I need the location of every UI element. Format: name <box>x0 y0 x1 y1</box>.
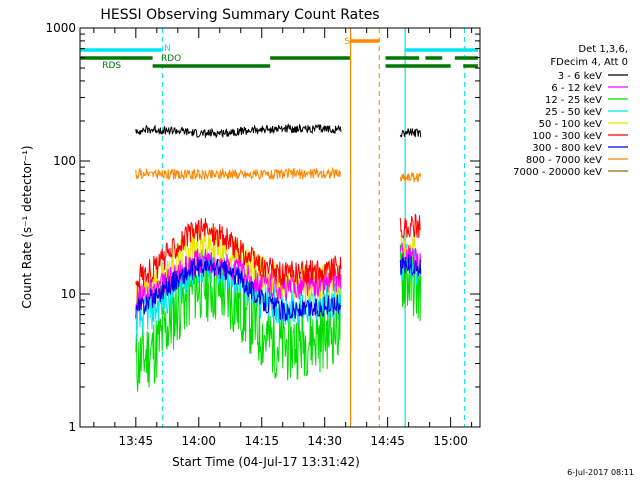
plot-border <box>79 27 481 428</box>
legend-label: 300 - 800 keV <box>532 143 602 154</box>
series-line-3-6-kev <box>135 122 342 139</box>
legend-label: 7000 - 20000 keV <box>513 167 602 178</box>
y-axis-label: Count Rate (s⁻¹ detector⁻¹) <box>20 145 34 308</box>
x-tick-label: 14:15 <box>244 434 279 448</box>
legend-header: FDecim 4, Att 0 <box>550 57 628 68</box>
flag-label-s: S <box>344 37 350 47</box>
legend-label: 6 - 12 keV <box>551 83 602 94</box>
date-stamp: 6-Jul-2017 08:11 <box>567 468 634 477</box>
flag-label-n: N <box>164 44 171 54</box>
flag-label-rdo: RDO <box>161 54 181 64</box>
legend-label: 50 - 100 keV <box>539 119 603 130</box>
x-tick-label: 13:45 <box>119 434 154 448</box>
y-tick-label: 100 <box>53 154 76 168</box>
legend-label: 3 - 6 keV <box>558 71 602 82</box>
legend-label: 25 - 50 keV <box>545 107 602 118</box>
x-tick-label: 14:45 <box>370 434 405 448</box>
x-tick-label: 14:00 <box>181 434 216 448</box>
x-axis-label: Start Time (04-Jul-17 13:31:42) <box>172 455 360 469</box>
plot-frame: 1 10 100 1000 13:45 14:00 14:15 14:30 14:45 15:00 <box>45 21 481 448</box>
legend-label: 800 - 7000 keV <box>526 155 602 166</box>
series-line-100-300-kev <box>399 213 422 239</box>
flag-label-rds: RDS <box>102 61 121 71</box>
x-tick-label: 15:00 <box>433 434 468 448</box>
chart-title: HESSI Observing Summary Count Rates <box>100 7 379 23</box>
legend-header: Det 1,3,6, <box>578 44 628 55</box>
y-tick-label: 1 <box>68 420 76 434</box>
legend-label: 12 - 25 keV <box>545 95 602 106</box>
series-line-800-7000-kev <box>399 172 422 183</box>
y-tick-label: 10 <box>61 287 76 301</box>
x-tick-label: 14:30 <box>307 434 342 448</box>
plot-background <box>161 28 466 427</box>
series-line-300-800-kev <box>135 256 342 321</box>
y-tick-label: 1000 <box>45 21 76 35</box>
series-line-100-300-kev <box>135 218 342 290</box>
series-line-800-7000-kev <box>135 166 341 181</box>
legend-label: 100 - 300 keV <box>532 131 602 142</box>
series-line-300-800-kev <box>399 253 422 277</box>
series-line-3-6-kev <box>399 128 422 138</box>
